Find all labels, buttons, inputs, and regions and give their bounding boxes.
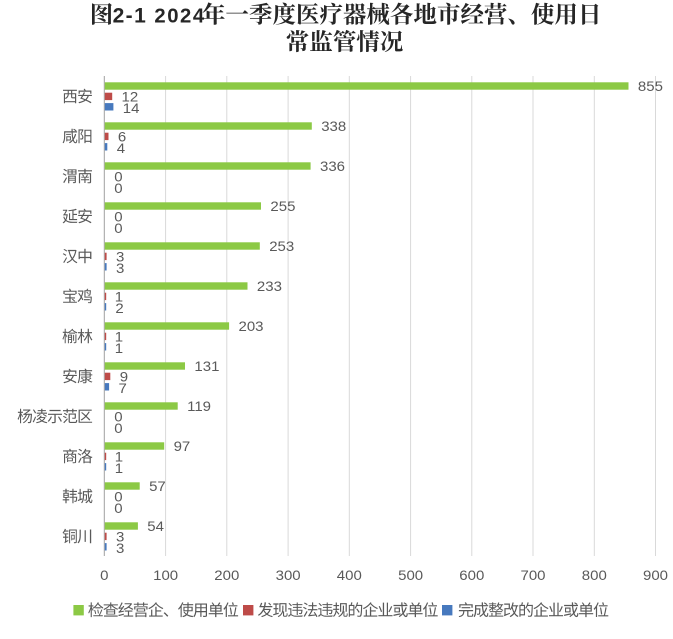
svg-text:900: 900 — [643, 568, 668, 583]
svg-text:1: 1 — [115, 450, 123, 465]
svg-text:203: 203 — [239, 320, 264, 335]
svg-text:2: 2 — [115, 302, 123, 317]
svg-text:1: 1 — [115, 342, 123, 357]
svg-text:119: 119 — [187, 400, 211, 415]
svg-text:7: 7 — [119, 382, 127, 397]
svg-text:1: 1 — [115, 330, 123, 345]
svg-text:0: 0 — [100, 568, 108, 583]
svg-text:3: 3 — [116, 542, 124, 557]
svg-text:0: 0 — [114, 181, 122, 196]
svg-text:336: 336 — [320, 160, 345, 175]
svg-text:800: 800 — [582, 568, 607, 583]
svg-text:0: 0 — [114, 422, 122, 437]
svg-text:54: 54 — [147, 520, 164, 535]
svg-text:12: 12 — [122, 90, 139, 105]
svg-text:3: 3 — [116, 250, 124, 265]
svg-text:3: 3 — [116, 262, 124, 277]
svg-text:1: 1 — [115, 462, 123, 477]
svg-text:4: 4 — [117, 141, 125, 156]
svg-text:14: 14 — [123, 101, 140, 116]
svg-text:400: 400 — [337, 568, 362, 583]
svg-text:2-1: 2-1 — [113, 4, 148, 27]
svg-text:253: 253 — [269, 240, 294, 255]
svg-text:0: 0 — [114, 221, 122, 236]
svg-text:255: 255 — [270, 200, 295, 215]
svg-text:100: 100 — [153, 568, 178, 583]
svg-text:0: 0 — [114, 210, 122, 225]
svg-text:500: 500 — [398, 568, 423, 583]
svg-text:338: 338 — [321, 120, 346, 135]
svg-text:300: 300 — [276, 568, 301, 583]
svg-text:9: 9 — [120, 370, 128, 385]
svg-text:1: 1 — [115, 290, 123, 305]
svg-text:2024: 2024 — [154, 5, 205, 27]
svg-text:6: 6 — [118, 130, 126, 145]
svg-text:131: 131 — [194, 360, 219, 375]
svg-text:3: 3 — [116, 530, 124, 545]
svg-text:0: 0 — [114, 490, 122, 505]
svg-text:600: 600 — [459, 568, 484, 583]
svg-text:0: 0 — [114, 170, 122, 185]
svg-text:57: 57 — [149, 480, 166, 495]
svg-text:233: 233 — [257, 280, 282, 295]
svg-text:97: 97 — [174, 440, 191, 455]
svg-text:0: 0 — [114, 501, 122, 516]
svg-text:200: 200 — [214, 568, 239, 583]
svg-text:700: 700 — [521, 568, 546, 583]
svg-text:0: 0 — [114, 410, 122, 425]
svg-text:855: 855 — [638, 80, 663, 95]
